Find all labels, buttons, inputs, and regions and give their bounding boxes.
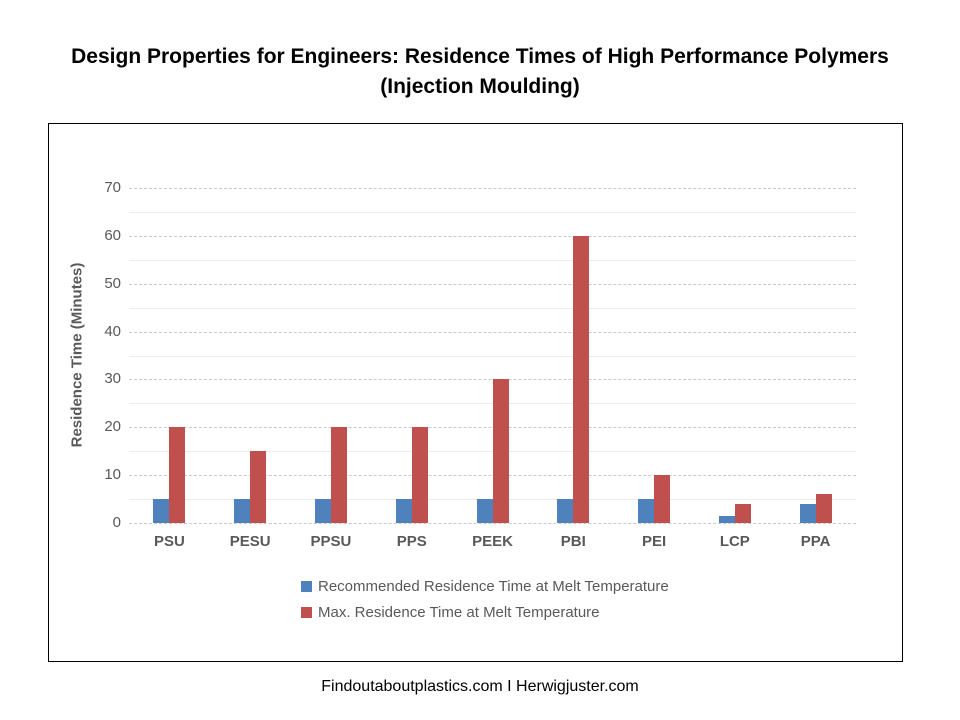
major-gridline: [129, 235, 856, 237]
bar-recommended-ppsu: [314, 499, 331, 523]
footer-text: Findoutaboutplastics.com I Herwigjuster.…: [321, 678, 639, 695]
bar-recommended-pbi: [557, 499, 574, 523]
y-axis-tick-label: 0: [112, 514, 121, 531]
bar-max-pbi: [573, 235, 590, 523]
x-axis-label-lcp: LCP: [719, 533, 750, 550]
x-axis-label-pbi: PBI: [560, 533, 586, 550]
minor-gridline: [129, 307, 856, 309]
x-axis-label-pei: PEI: [641, 533, 667, 550]
bar-max-lcp: [734, 503, 751, 523]
bar-max-pps: [411, 427, 428, 523]
legend-item-max: Max. Residence Time at Melt Temperature: [301, 602, 669, 622]
x-axis-label-ppa: PPA: [800, 533, 831, 550]
minor-gridline: [129, 211, 856, 213]
x-axis-label-psu: PSU: [153, 533, 185, 550]
y-axis-tick-label: 50: [104, 274, 121, 292]
bar-max-ppsu: [330, 427, 347, 523]
bar-recommended-lcp: [718, 515, 735, 523]
y-axis-tick-label: 40: [104, 322, 121, 340]
y-axis-tick-label: 10: [104, 466, 121, 484]
y-axis-tick-label: 60: [104, 226, 121, 244]
legend-item-recommended: Recommended Residence Time at Melt Tempe…: [301, 576, 669, 596]
major-gridline: [129, 283, 856, 285]
major-gridline: [129, 331, 856, 333]
legend: Recommended Residence Time at Melt Tempe…: [301, 576, 669, 628]
bar-max-psu: [169, 427, 186, 523]
bar-recommended-pei: [638, 499, 655, 523]
x-axis-label-pps: PPS: [396, 533, 427, 550]
y-axis-tick-label: 20: [104, 418, 121, 436]
bar-recommended-peek: [476, 499, 493, 523]
y-axis-tick-label: 30: [104, 370, 121, 388]
legend-swatch-recommended: [301, 580, 312, 592]
bar-recommended-pps: [395, 499, 412, 523]
y-axis-tick-label: 70: [104, 179, 121, 196]
major-gridline: [129, 523, 856, 524]
chart-area: Residence Time (Minutes) 0 10 20 30 40 50 60 70…: [48, 123, 903, 662]
x-axis-label-pesu: PESU: [229, 533, 271, 550]
bar-recommended-ppa: [799, 503, 816, 523]
bar-max-peek: [492, 379, 509, 523]
x-axis-label-peek: PEEK: [472, 533, 513, 550]
legend-label-recommended: Recommended Residence Time at Melt Tempe…: [318, 577, 669, 595]
x-axis-label-ppsu: PPSU: [310, 533, 352, 550]
bar-max-ppa: [815, 494, 832, 523]
legend-label-max: Max. Residence Time at Melt Temperature: [318, 603, 600, 621]
minor-gridline: [129, 259, 856, 261]
bar-max-pei: [654, 475, 671, 523]
bar-max-pesu: [250, 451, 267, 523]
major-gridline: [129, 188, 856, 189]
bar-recommended-pesu: [234, 499, 251, 523]
legend-swatch-max: [301, 606, 312, 618]
chart-title: Design Properties for Engineers: Residen…: [71, 45, 889, 99]
minor-gridline: [129, 355, 856, 357]
bar-recommended-psu: [153, 499, 170, 523]
